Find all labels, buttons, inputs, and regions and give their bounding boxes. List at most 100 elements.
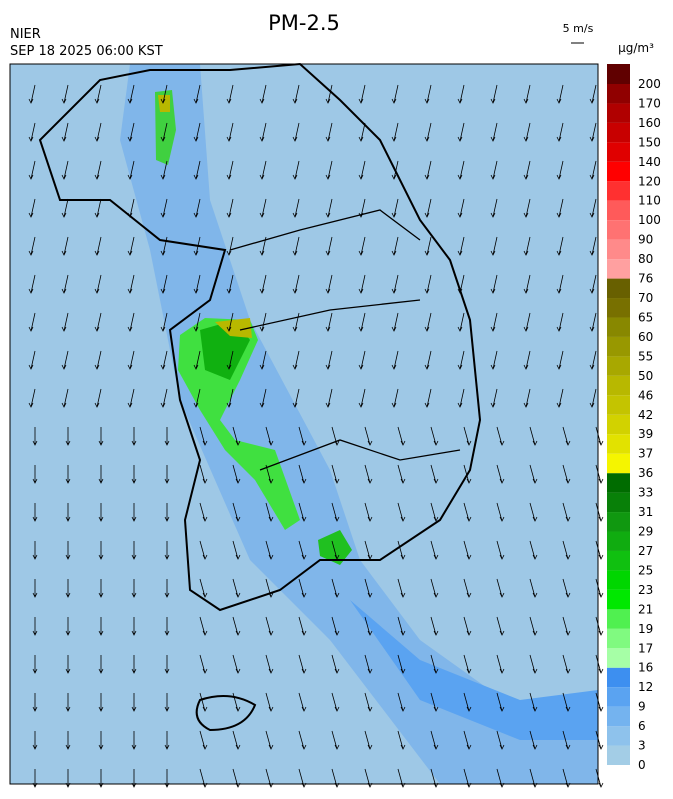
colorbar-label: 90 (638, 233, 653, 247)
wind-arrow (496, 540, 505, 560)
colorbar-segment (607, 181, 630, 201)
wind-arrow (562, 426, 571, 446)
wind-arrow (331, 540, 340, 560)
wind-arrow (298, 540, 307, 560)
wind-arrow (160, 122, 168, 142)
colorbar-segment (607, 161, 630, 182)
wind-arrow (523, 122, 531, 142)
wind-arrow (265, 464, 274, 484)
wind-arrow (232, 692, 241, 712)
colorbar-label: 39 (638, 427, 653, 441)
wind-arrow (397, 730, 406, 750)
wind-arrow (589, 160, 597, 180)
colorbar-segment (607, 336, 630, 357)
wind-arrow (193, 350, 201, 370)
wind-arrow (94, 122, 102, 142)
wind-arrow (98, 465, 104, 484)
wind-arrow (556, 350, 564, 370)
wind-arrow (199, 540, 208, 560)
wind-arrow (523, 198, 531, 218)
wind-arrow (364, 616, 373, 636)
wind-arrow (259, 160, 267, 180)
wind-arrow (562, 692, 571, 712)
wind-arrow (61, 122, 69, 142)
wind-arrow (457, 350, 465, 370)
wind-arrow (325, 84, 333, 104)
wind-arrow (331, 578, 340, 598)
wind-arrow (199, 464, 208, 484)
wind-arrow (160, 312, 168, 332)
wind-arrow (397, 464, 406, 484)
wind-arrow (232, 464, 241, 484)
wind-arrow (32, 503, 38, 522)
colorbar-segment (607, 550, 630, 571)
colorbar-segment (607, 745, 630, 765)
colorbar-segment (607, 278, 630, 299)
wind-arrow (292, 160, 300, 180)
wind-arrow (61, 388, 69, 408)
wind-arrow (430, 502, 439, 522)
wind-arrow (160, 350, 168, 370)
wind-arrow (61, 312, 69, 332)
wind-arrow (226, 350, 234, 370)
wind-arrow (358, 236, 366, 256)
wind-arrow (32, 541, 38, 560)
wind-arrow (199, 654, 208, 674)
wind-arrow (28, 388, 36, 408)
wind-arrow (193, 236, 201, 256)
wind-arrow (298, 502, 307, 522)
wind-arrow (364, 730, 373, 750)
wind-arrow (193, 160, 201, 180)
colorbar-segment (607, 414, 630, 435)
wind-arrow (199, 730, 208, 750)
wind-arrow (226, 388, 234, 408)
colorbar-label: 36 (638, 466, 653, 480)
wind-arrow (430, 578, 439, 598)
wind-arrow (61, 236, 69, 256)
wind-arrow (199, 426, 208, 446)
wind-arrow (32, 731, 38, 750)
wind-arrow (556, 198, 564, 218)
wind-arrow (94, 312, 102, 332)
wind-arrow (259, 84, 267, 104)
wind-arrow (265, 730, 274, 750)
wind-arrow (160, 388, 168, 408)
wind-arrow (430, 654, 439, 674)
wind-arrow (358, 274, 366, 294)
colorbar-label: 29 (638, 525, 653, 539)
wind-arrow (292, 198, 300, 218)
wind-arrow (589, 388, 597, 408)
wind-arrow (94, 198, 102, 218)
wind-arrow (463, 654, 472, 674)
wind-arrow (463, 426, 472, 446)
wind-arrow (358, 160, 366, 180)
wind-arrow (523, 388, 531, 408)
wind-arrow (265, 502, 274, 522)
wind-arrow (331, 692, 340, 712)
wind-arrow (397, 426, 406, 446)
wind-arrow (457, 312, 465, 332)
wind-arrow (463, 692, 472, 712)
wind-arrow (463, 502, 472, 522)
wind-arrow (127, 236, 135, 256)
wind-arrow (391, 236, 399, 256)
colorbar-label: 37 (638, 447, 653, 461)
wind-arrow (325, 198, 333, 218)
wind-arrow (164, 655, 170, 674)
colorbar-segment (607, 356, 630, 376)
wind-arrow (199, 692, 208, 712)
colorbar-label: 19 (638, 622, 653, 636)
wind-arrow (160, 236, 168, 256)
colorbar: 0369121617192123252729313336373942465055… (607, 64, 661, 772)
wind-arrow (28, 236, 36, 256)
wind-arrow (32, 427, 38, 446)
colorbar-segment (607, 317, 630, 337)
colorbar-segment (607, 103, 630, 123)
colorbar-segment (607, 570, 630, 590)
colorbar-label: 55 (638, 349, 653, 363)
wind-arrow (131, 693, 137, 712)
colorbar-segment (607, 220, 630, 240)
colorbar-label: 23 (638, 583, 653, 597)
wind-arrow (397, 502, 406, 522)
